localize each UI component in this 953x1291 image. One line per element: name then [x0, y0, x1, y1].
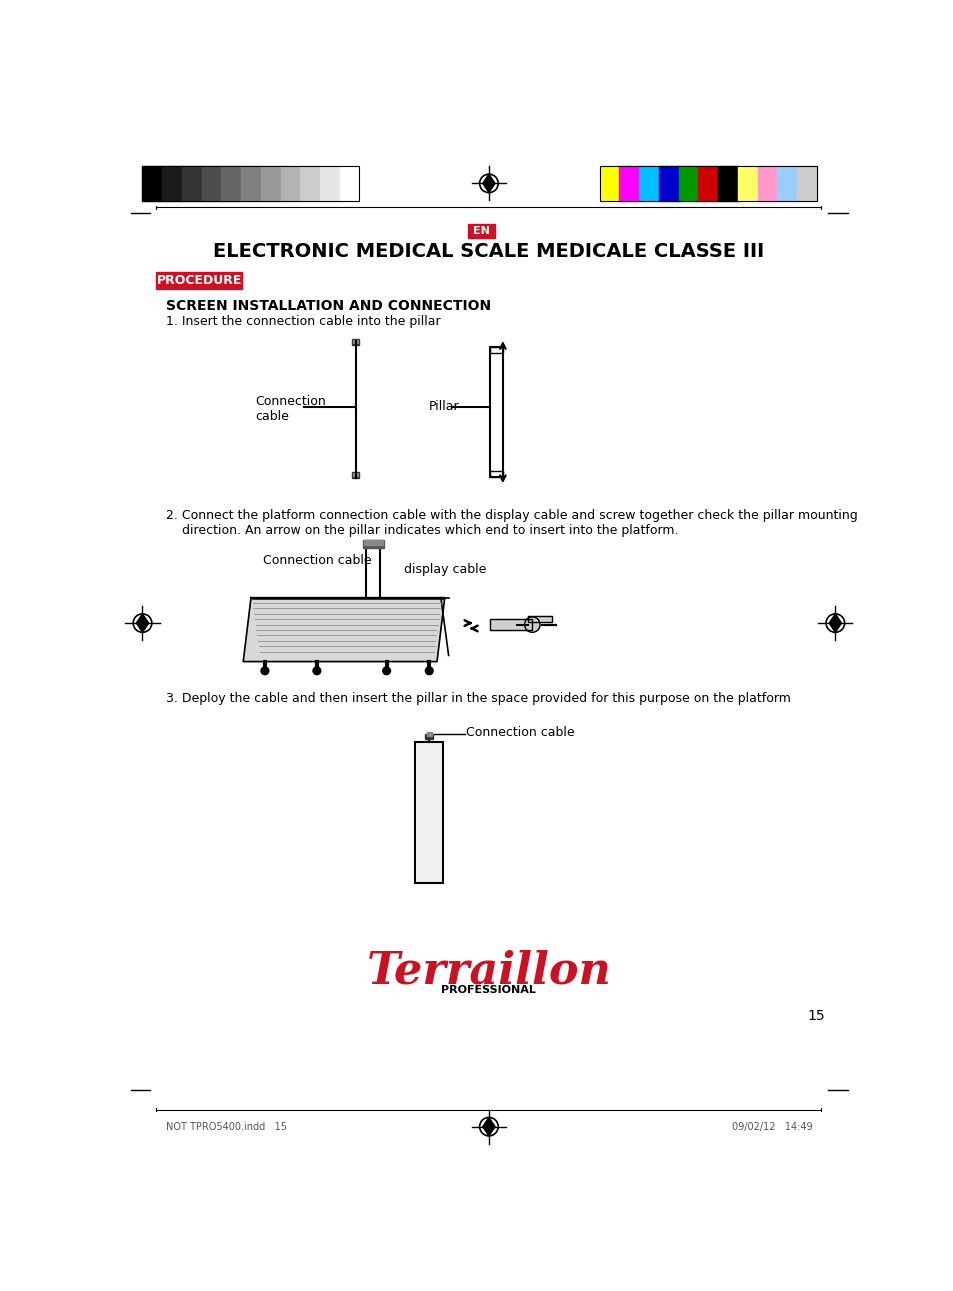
Text: SCREEN INSTALLATION AND CONNECTION: SCREEN INSTALLATION AND CONNECTION	[166, 298, 491, 312]
Bar	[221, 167, 241, 201]
Polygon shape	[136, 613, 149, 633]
Text: PROFESSIONAL: PROFESSIONAL	[441, 985, 536, 995]
Bar	[201, 167, 221, 201]
Text: Connection cable: Connection cable	[262, 554, 371, 567]
Text: 15: 15	[807, 1008, 824, 1022]
Text: Terraillon: Terraillon	[366, 950, 611, 993]
Text: EN: EN	[473, 226, 490, 236]
Bar	[599, 167, 618, 201]
Text: 09/02/12   14:49: 09/02/12 14:49	[732, 1122, 812, 1132]
Text: ELECTRONIC MEDICAL SCALE MEDICALE CLASSE III: ELECTRONIC MEDICAL SCALE MEDICALE CLASSE…	[213, 241, 763, 261]
Polygon shape	[482, 1118, 495, 1136]
Bar	[319, 167, 339, 201]
Bar	[260, 167, 280, 201]
Bar	[142, 167, 162, 201]
Bar	[280, 167, 300, 201]
Bar	[618, 167, 639, 201]
Bar	[241, 167, 260, 201]
Text: 3. Deploy the cable and then insert the pillar in the space provided for this pu: 3. Deploy the cable and then insert the …	[166, 692, 790, 705]
Bar	[698, 167, 718, 201]
Bar	[489, 620, 532, 630]
Bar	[352, 340, 359, 345]
Circle shape	[382, 667, 390, 675]
Text: Connection cable: Connection cable	[466, 726, 575, 738]
Bar	[364, 540, 382, 545]
Bar	[490, 471, 502, 476]
Bar	[353, 473, 357, 476]
Bar	[639, 167, 659, 201]
Bar	[528, 616, 551, 622]
Bar	[427, 732, 431, 736]
Bar	[142, 167, 359, 201]
Bar	[353, 340, 357, 343]
Polygon shape	[828, 613, 841, 633]
Circle shape	[313, 667, 320, 675]
Bar	[300, 167, 319, 201]
Bar	[678, 167, 698, 201]
Bar	[489, 620, 532, 630]
Bar	[718, 167, 737, 201]
Bar	[777, 167, 796, 201]
Polygon shape	[243, 598, 444, 661]
Circle shape	[261, 667, 269, 675]
Text: 2. Connect the platform connection cable with the display cable and screw togeth: 2. Connect the platform connection cable…	[166, 509, 857, 537]
Bar	[528, 616, 551, 622]
Text: Connection
cable: Connection cable	[254, 395, 325, 423]
Circle shape	[524, 617, 539, 633]
Bar	[490, 347, 502, 476]
Bar	[757, 167, 777, 201]
Bar	[796, 167, 816, 201]
Text: 1. Insert the connection cable into the pillar: 1. Insert the connection cable into the …	[166, 315, 440, 328]
Bar	[182, 167, 201, 201]
Text: NOT TPRO5400.indd   15: NOT TPRO5400.indd 15	[166, 1122, 287, 1132]
Bar	[339, 167, 359, 201]
Bar	[490, 347, 502, 352]
Bar	[362, 540, 384, 547]
Bar	[162, 167, 182, 201]
Polygon shape	[482, 174, 495, 192]
Circle shape	[425, 667, 433, 675]
Bar	[425, 735, 433, 738]
Bar	[352, 473, 359, 479]
Bar	[416, 744, 441, 880]
Bar	[468, 225, 495, 238]
Bar	[156, 272, 241, 289]
Bar	[599, 167, 816, 201]
Bar	[659, 167, 678, 201]
Bar	[737, 167, 757, 201]
Text: PROCEDURE: PROCEDURE	[156, 274, 241, 287]
Text: Pillar: Pillar	[429, 400, 459, 413]
Text: display cable: display cable	[404, 563, 486, 576]
Bar	[415, 741, 443, 883]
